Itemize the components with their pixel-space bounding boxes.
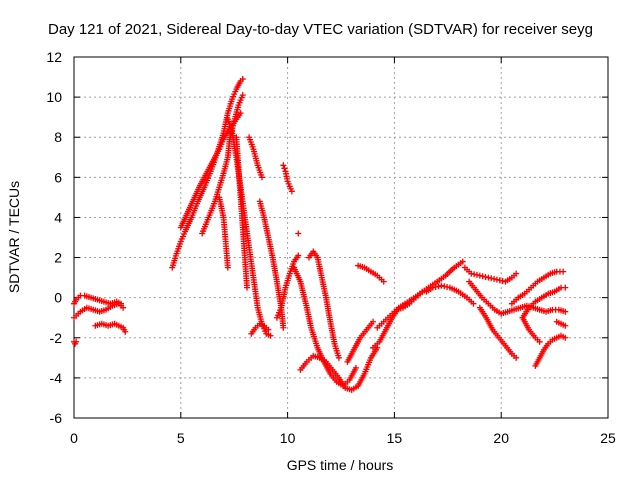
data-point — [473, 271, 480, 278]
data-point — [295, 230, 302, 237]
data-point — [267, 332, 274, 339]
ticks: 0 5 10 15 20 25 -6 -4 -2 0 2 4 6 8 10 12 — [46, 49, 616, 446]
data-point — [120, 304, 127, 311]
data-point — [295, 252, 302, 259]
data-point — [488, 275, 495, 282]
x-tick-label: 0 — [70, 430, 78, 446]
data-point — [73, 338, 80, 345]
data-point — [476, 272, 483, 279]
y-tick-label: 6 — [54, 169, 62, 185]
data-point — [429, 284, 436, 291]
data-point — [258, 174, 265, 181]
data-point — [513, 270, 520, 277]
data-point — [485, 274, 492, 281]
data-point — [380, 278, 387, 285]
y-tick-label: 0 — [54, 290, 62, 306]
data-point — [560, 268, 567, 275]
data-point — [441, 283, 448, 290]
data-point — [468, 270, 475, 277]
data-point — [471, 271, 478, 278]
y-tick-label: 12 — [46, 49, 62, 65]
data-point — [281, 165, 288, 172]
data-point — [491, 275, 498, 282]
plot-border — [73, 56, 609, 419]
data-point — [496, 277, 503, 284]
data-point — [265, 326, 272, 333]
x-tick-label: 5 — [177, 430, 185, 446]
data-point — [352, 364, 359, 371]
data-point — [562, 284, 569, 291]
data-point — [288, 188, 295, 195]
y-tick-label: -6 — [50, 410, 63, 426]
data-point — [499, 277, 506, 284]
data-point — [335, 354, 342, 361]
data-point — [493, 276, 500, 283]
y-tick-label: -2 — [50, 330, 63, 346]
grid — [74, 57, 608, 418]
data-point — [438, 282, 445, 289]
data-point — [239, 92, 246, 99]
x-tick-label: 10 — [280, 430, 296, 446]
data-point — [444, 283, 451, 290]
y-tick-label: 4 — [54, 209, 62, 225]
data-point — [435, 283, 442, 290]
x-tick-label: 15 — [387, 430, 403, 446]
data-point — [562, 334, 569, 341]
y-tick-label: 8 — [54, 129, 62, 145]
data-point — [482, 273, 489, 280]
x-tick-label: 20 — [493, 430, 509, 446]
data-points — [71, 76, 569, 393]
data-point — [280, 162, 287, 169]
data-point — [224, 264, 231, 271]
data-point — [370, 318, 377, 325]
y-axis-label: SDTVAR / TECUs — [6, 181, 22, 293]
data-point — [244, 284, 251, 291]
data-point — [432, 283, 439, 290]
data-point — [280, 324, 287, 331]
data-point — [513, 354, 520, 361]
data-point — [239, 76, 246, 83]
data-point — [122, 328, 129, 335]
y-tick-label: -4 — [50, 370, 63, 386]
data-point — [536, 338, 543, 345]
chart-title: Day 121 of 2021, Sidereal Day-to-day VTE… — [48, 21, 593, 38]
data-point — [459, 258, 466, 265]
data-point — [479, 273, 486, 280]
x-axis-label: GPS time / hours — [287, 457, 394, 473]
y-tick-label: 2 — [54, 250, 62, 266]
y-tick-label: 10 — [46, 89, 62, 105]
data-point — [562, 322, 569, 329]
data-point — [470, 300, 477, 307]
data-point — [562, 308, 569, 315]
x-tick-label: 25 — [600, 430, 616, 446]
data-point — [237, 110, 244, 117]
data-point — [117, 300, 124, 307]
